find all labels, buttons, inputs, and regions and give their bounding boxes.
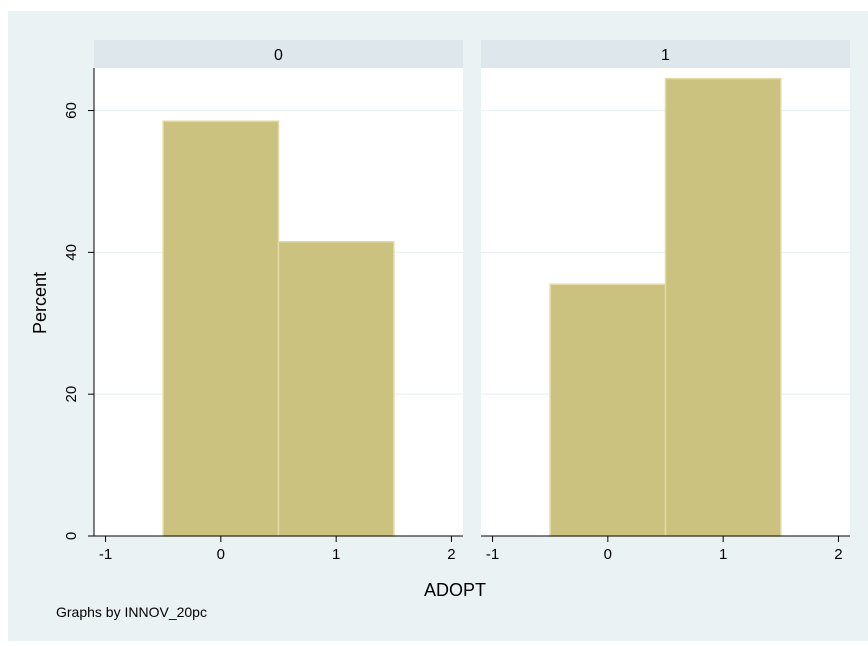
facet-panel-1: 1 -1 0 1 2: [481, 40, 850, 563]
bar: [277, 240, 395, 537]
facet-header-label: 0: [274, 47, 283, 64]
facet-header: [94, 40, 463, 68]
x-tick-label: 1: [332, 546, 340, 563]
y-tick-label: 20: [63, 386, 80, 403]
x-tick-label: 1: [719, 546, 727, 563]
x-tick-label: -1: [99, 546, 112, 563]
x-tick-label: 0: [604, 546, 612, 563]
y-tick-label: 60: [63, 102, 80, 119]
facet-panel-0: 0 0 20 40 60 -1 0 1 2: [63, 40, 463, 563]
y-tick-label: 0: [63, 532, 80, 540]
facet-panels: 0 0 20 40 60 -1 0 1 2 1 -1 0 1 2: [63, 40, 850, 563]
graphs-by-note: Graphs by INNOV_20pc: [56, 604, 207, 620]
y-tick-label: 40: [63, 244, 80, 261]
facet-header: [481, 40, 850, 68]
x-axis-label: ADOPT: [424, 580, 486, 600]
x-tick-label: -1: [486, 546, 499, 563]
x-tick-label: 0: [217, 546, 225, 563]
bar: [549, 283, 667, 537]
bar: [664, 77, 782, 537]
bar: [162, 120, 280, 537]
x-tick-label: 2: [834, 546, 842, 563]
x-tick-label: 2: [447, 546, 455, 563]
facet-header-label: 1: [661, 47, 670, 64]
y-axis-label: Percent: [30, 272, 50, 334]
